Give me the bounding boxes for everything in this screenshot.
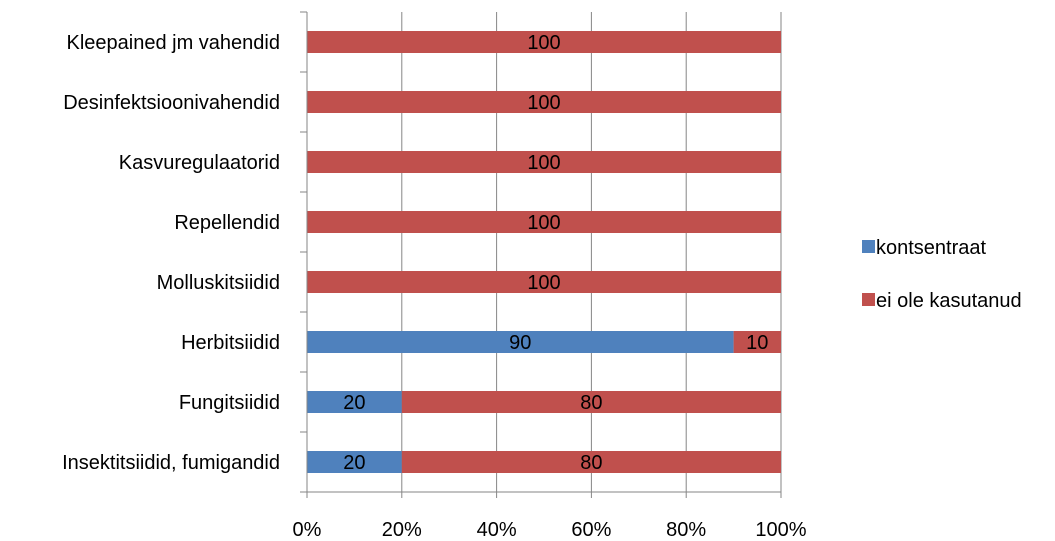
x-tick-label: 40% xyxy=(477,519,517,541)
gridlines xyxy=(401,12,782,492)
data-label: 100 xyxy=(527,272,560,294)
bar-segment xyxy=(401,391,781,413)
data-label: 100 xyxy=(527,212,560,234)
data-label: 20 xyxy=(343,452,365,474)
x-tick-label: 80% xyxy=(666,519,706,541)
bar-segment xyxy=(307,211,781,233)
legend-label: kontsentraat xyxy=(876,237,987,259)
category-labels: Insektitsiidid, fumigandid Fungitsiidid He… xyxy=(62,32,280,474)
bar-segment xyxy=(307,271,781,293)
data-label: 80 xyxy=(580,452,602,474)
data-label: 100 xyxy=(527,152,560,174)
x-tick-label: 100% xyxy=(755,519,806,541)
legend: kontsentraat ei ole kasutanud xyxy=(862,237,1022,312)
category-label: Molluskitsiidid xyxy=(157,272,280,294)
bar-segment xyxy=(307,331,734,353)
data-label: 80 xyxy=(580,392,602,414)
axes xyxy=(300,11,782,498)
bar-segment xyxy=(307,31,781,53)
category-label: Kleepained jm vahendid xyxy=(67,32,281,54)
bar-segment xyxy=(307,91,781,113)
bar-segment xyxy=(307,151,781,173)
category-label: Repellendid xyxy=(174,212,280,234)
data-label: 20 xyxy=(343,392,365,414)
category-label: Kasvuregulaatorid xyxy=(119,152,280,174)
category-label: Desinfektsioonivahendid xyxy=(63,92,280,114)
data-label: 100 xyxy=(527,92,560,114)
x-tick-label: 60% xyxy=(571,519,611,541)
bar-segment xyxy=(307,391,402,413)
category-label: Fungitsiidid xyxy=(179,392,280,414)
legend-swatch xyxy=(862,293,875,306)
x-tick-labels: 0% 20% 40% 60% 80% 100% xyxy=(293,519,807,541)
category-label: Herbitsiidid xyxy=(181,332,280,354)
bar-segment xyxy=(733,331,781,353)
x-tick-label: 20% xyxy=(382,519,422,541)
x-tick-label: 0% xyxy=(293,519,322,541)
data-label: 90 xyxy=(509,332,531,354)
legend-label: ei ole kasutanud xyxy=(876,290,1022,312)
data-label: 100 xyxy=(527,32,560,54)
bars: 20 80 20 80 90 10 100 100 100 100 100 xyxy=(307,31,781,474)
data-label: 10 xyxy=(746,332,768,354)
category-label: Insektitsiidid, fumigandid xyxy=(62,452,280,474)
bar-segment xyxy=(307,451,402,473)
bar-segment xyxy=(401,451,781,473)
legend-swatch xyxy=(862,240,875,253)
